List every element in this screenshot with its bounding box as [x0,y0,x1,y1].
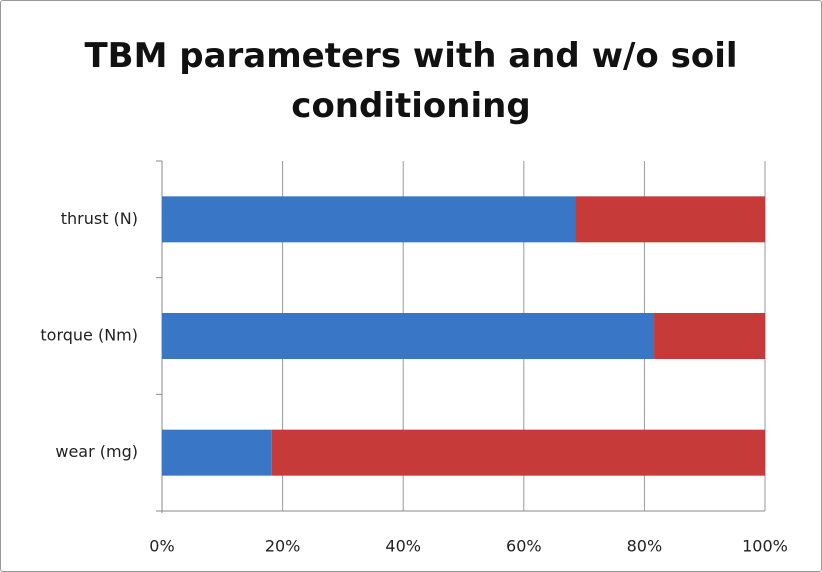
y-tick-label: torque (Nm) [40,326,138,345]
bar-segment [162,196,576,243]
x-tick-label: 100% [742,537,788,556]
bar-segment [271,429,765,476]
x-tick-label: 0% [149,537,174,556]
x-tick-label: 20% [265,537,301,556]
x-tick-label: 80% [627,537,663,556]
bar-segment [162,429,272,476]
x-tick-label: 40% [385,537,421,556]
bar-segment [654,313,765,359]
y-tick-label: wear (mg) [55,442,138,461]
bar-segment [575,196,765,243]
chart-title: TBM parameters with and w/o soil conditi… [84,36,738,126]
y-tick-label: thrust (N) [61,209,138,228]
bar-segment [162,313,655,359]
x-tick-label: 60% [506,537,542,556]
